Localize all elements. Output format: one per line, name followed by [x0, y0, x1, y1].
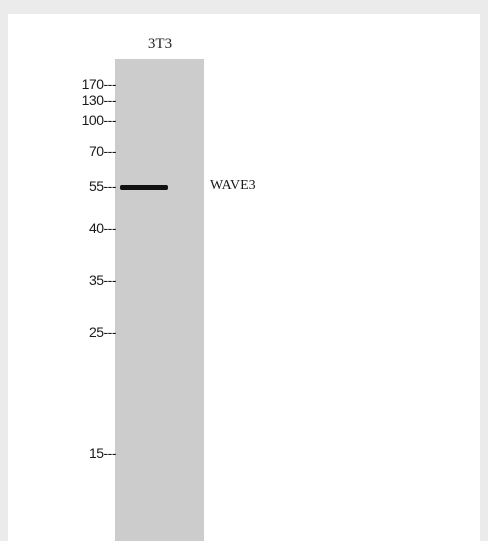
- marker-label-25: 25---: [88, 324, 117, 340]
- marker-label-130: 130---: [81, 92, 117, 108]
- band-label: WAVE3: [210, 178, 256, 193]
- blot-lane: [115, 59, 204, 541]
- marker-label-15: 15---: [88, 445, 117, 461]
- marker-label-170: 170---: [81, 76, 117, 92]
- marker-label-100: 100---: [81, 112, 117, 128]
- marker-label-70: 70---: [88, 143, 117, 159]
- protein-band: [120, 185, 168, 190]
- lane-label: 3T3: [147, 36, 173, 52]
- image-frame: [8, 14, 480, 541]
- marker-label-55: 55---: [88, 178, 117, 194]
- marker-label-35: 35---: [88, 272, 117, 288]
- marker-label-40: 40---: [88, 220, 117, 236]
